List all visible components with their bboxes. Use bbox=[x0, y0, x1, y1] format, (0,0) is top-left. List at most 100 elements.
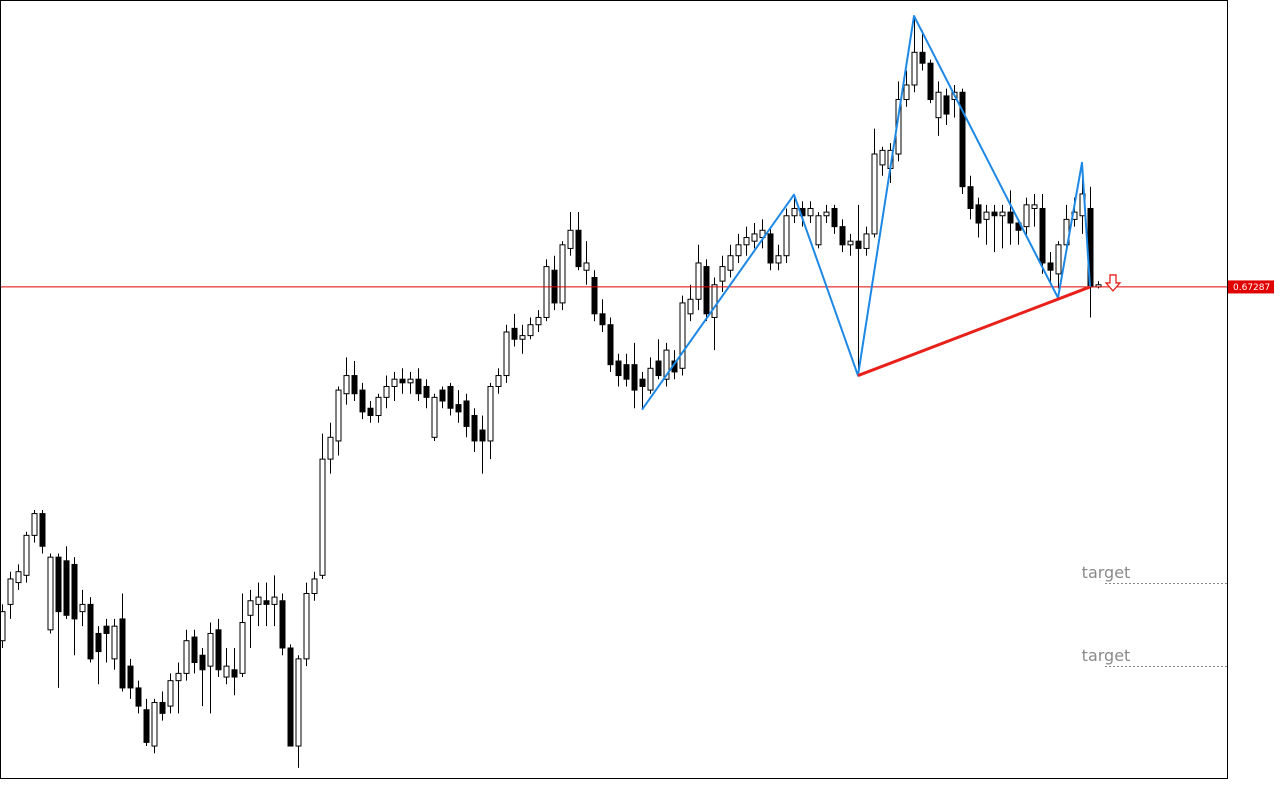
price-label-box bbox=[1228, 280, 1274, 294]
candle-body bbox=[271, 596, 278, 605]
candle-body bbox=[735, 244, 742, 257]
candle-body bbox=[575, 229, 582, 268]
candle-body bbox=[303, 592, 310, 660]
candle-body bbox=[583, 262, 590, 271]
candle-body bbox=[383, 385, 390, 398]
candle-body bbox=[367, 407, 374, 417]
candle-body bbox=[143, 709, 150, 743]
candle-body bbox=[127, 665, 134, 689]
candle-body bbox=[79, 603, 86, 613]
candle-body bbox=[711, 284, 718, 318]
candle-body bbox=[55, 556, 62, 613]
candle-body bbox=[959, 91, 966, 188]
candle-body bbox=[7, 578, 14, 605]
candle-body bbox=[831, 207, 838, 228]
trend-line bbox=[857, 285, 1091, 377]
candle-body bbox=[15, 571, 22, 584]
candle-body bbox=[31, 513, 38, 536]
candle-body bbox=[631, 364, 638, 391]
candle-body bbox=[511, 327, 518, 340]
candle-body bbox=[183, 640, 190, 674]
candle-body bbox=[999, 211, 1006, 217]
candle-body bbox=[519, 335, 526, 340]
candle-body bbox=[471, 415, 478, 442]
target-label: target bbox=[1082, 646, 1131, 665]
zigzag-line bbox=[641, 14, 1091, 411]
candle-body bbox=[871, 153, 878, 235]
candle-body bbox=[23, 534, 30, 576]
candle-body bbox=[1007, 211, 1014, 224]
candle-body bbox=[39, 513, 46, 547]
candle-body bbox=[855, 240, 862, 249]
candle-body bbox=[335, 389, 342, 442]
candle-body bbox=[495, 375, 502, 387]
candle-body bbox=[743, 237, 750, 246]
candle-body bbox=[279, 600, 286, 649]
candle-body bbox=[239, 622, 246, 674]
candle-body bbox=[927, 62, 934, 101]
candle-body bbox=[647, 367, 654, 391]
candle-body bbox=[223, 665, 230, 678]
candle-body bbox=[455, 404, 462, 413]
candle-body bbox=[263, 600, 270, 605]
candle-body bbox=[543, 266, 550, 318]
candle-body bbox=[287, 647, 294, 747]
candle-body bbox=[591, 276, 598, 315]
candle-body bbox=[111, 625, 118, 660]
candle-body bbox=[783, 215, 790, 257]
candle-body bbox=[1055, 244, 1062, 275]
candle-body bbox=[311, 578, 318, 594]
candle-body bbox=[719, 266, 726, 282]
candle-body bbox=[351, 375, 358, 395]
candle-body bbox=[391, 378, 398, 387]
candle-body bbox=[415, 378, 422, 395]
candle-body bbox=[1047, 262, 1054, 271]
candle-body bbox=[1039, 207, 1046, 264]
candle-body bbox=[295, 658, 302, 747]
candle-body bbox=[95, 632, 102, 653]
candle-body bbox=[687, 298, 694, 315]
sell-arrow bbox=[1104, 274, 1122, 292]
candle-body bbox=[103, 625, 110, 634]
candle-body bbox=[823, 211, 830, 217]
candle-body bbox=[655, 360, 662, 377]
candle-body bbox=[503, 331, 510, 377]
candle-body bbox=[775, 255, 782, 264]
candle-body bbox=[1023, 204, 1030, 228]
candle-body bbox=[623, 364, 630, 380]
candle-body bbox=[863, 233, 870, 249]
candle-body bbox=[975, 204, 982, 224]
candle-body bbox=[991, 211, 998, 217]
candle-body bbox=[559, 244, 566, 304]
candle-body bbox=[935, 91, 942, 119]
candle-body bbox=[919, 51, 926, 64]
candle-body bbox=[839, 226, 846, 246]
candle-body bbox=[423, 385, 430, 398]
candle-body bbox=[191, 636, 198, 663]
candle-body bbox=[983, 211, 990, 220]
candle-body bbox=[727, 255, 734, 271]
plot-frame bbox=[0, 0, 1228, 779]
price-label: 0.67287 bbox=[1233, 283, 1270, 293]
candle-body bbox=[343, 375, 350, 395]
candle-body bbox=[1031, 204, 1038, 209]
candle-body bbox=[751, 233, 758, 242]
candle-body bbox=[943, 95, 950, 115]
candle-body bbox=[639, 378, 646, 387]
candle-body bbox=[703, 266, 710, 315]
candle-body bbox=[215, 629, 222, 671]
candle-body bbox=[879, 149, 886, 166]
candle-body bbox=[615, 360, 622, 377]
candle-body bbox=[815, 215, 822, 246]
plot bbox=[0, 15, 1102, 768]
candle-body bbox=[119, 618, 126, 689]
candle-body bbox=[679, 302, 686, 369]
candle-body bbox=[159, 701, 166, 714]
candle-body bbox=[175, 672, 182, 682]
candle-body bbox=[695, 262, 702, 300]
candle-body bbox=[527, 324, 534, 337]
candle-body bbox=[663, 349, 670, 380]
candle-body bbox=[247, 600, 254, 616]
candle-body bbox=[135, 687, 142, 707]
